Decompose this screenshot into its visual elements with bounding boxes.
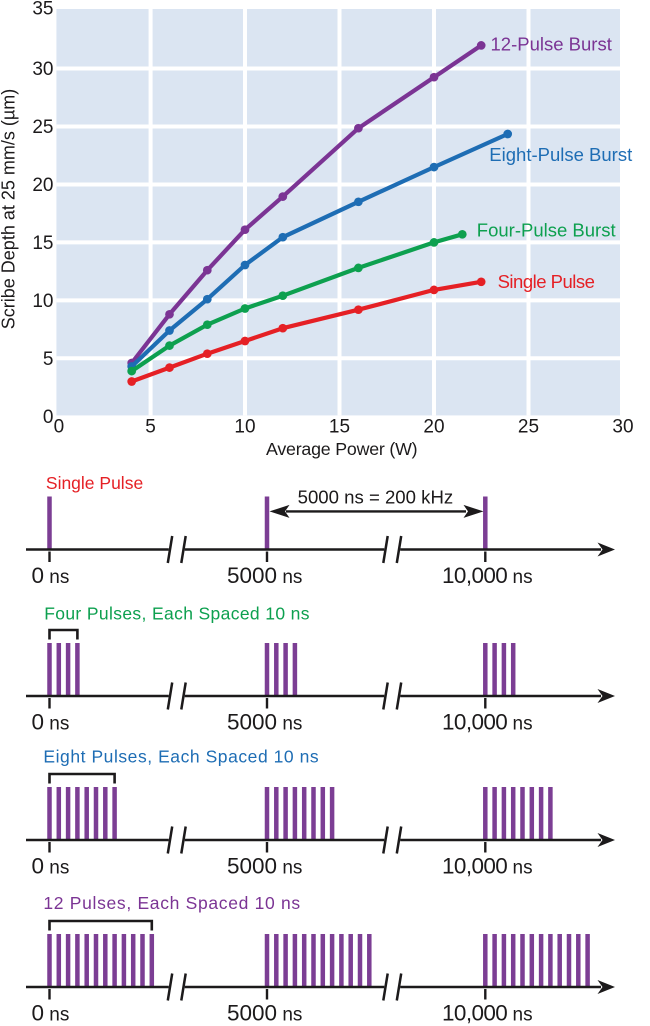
svg-text:0 ns: 0 ns: [32, 1000, 70, 1025]
svg-text:0 ns: 0 ns: [32, 853, 70, 878]
svg-text:35: 35: [32, 0, 53, 20]
svg-text:10,000 ns: 10,000 ns: [442, 853, 533, 878]
svg-text:10,000 ns: 10,000 ns: [442, 563, 533, 588]
svg-text:Single Pulse: Single Pulse: [46, 473, 143, 493]
svg-text:5000 ns: 5000 ns: [227, 853, 302, 878]
svg-text:5: 5: [145, 417, 156, 438]
svg-text:10,000 ns: 10,000 ns: [442, 1000, 533, 1025]
svg-text:10,000 ns: 10,000 ns: [442, 709, 533, 734]
svg-text:10: 10: [32, 291, 53, 312]
svg-text:15: 15: [32, 233, 53, 254]
svg-text:5000 ns: 5000 ns: [227, 1000, 302, 1025]
svg-text:Scribe Depth at 25 mm/s (µm): Scribe Depth at 25 mm/s (µm): [0, 89, 19, 329]
svg-text:30: 30: [612, 417, 633, 438]
svg-text:20: 20: [423, 417, 444, 438]
svg-text:0: 0: [43, 407, 54, 428]
svg-text:20: 20: [32, 175, 53, 196]
svg-text:5000 ns = 200 kHz: 5000 ns = 200 kHz: [298, 487, 454, 508]
svg-text:0 ns: 0 ns: [32, 709, 70, 734]
svg-text:30: 30: [32, 59, 53, 80]
svg-text:25: 25: [518, 417, 539, 438]
svg-text:Eight Pulses, Each Spaced 10 n: Eight Pulses, Each Spaced 10 ns: [43, 747, 319, 767]
svg-text:Eight-Pulse Burst: Eight-Pulse Burst: [489, 144, 632, 165]
svg-text:15: 15: [329, 417, 350, 438]
svg-text:5: 5: [43, 349, 54, 370]
svg-text:12-Pulse Burst: 12-Pulse Burst: [491, 34, 612, 55]
svg-text:0 ns: 0 ns: [32, 563, 70, 588]
svg-text:0: 0: [54, 417, 65, 438]
svg-text:25: 25: [32, 117, 53, 138]
svg-text:10: 10: [234, 417, 255, 438]
svg-text:Single Pulse: Single Pulse: [498, 271, 595, 292]
svg-text:5000 ns: 5000 ns: [227, 709, 302, 734]
svg-text:5000 ns: 5000 ns: [227, 563, 302, 588]
svg-text:12 Pulses, Each Spaced 10 ns: 12 Pulses, Each Spaced 10 ns: [43, 893, 300, 913]
svg-text:Average Power (W): Average Power (W): [266, 439, 417, 459]
svg-text:Four Pulses, Each Spaced 10 ns: Four Pulses, Each Spaced 10 ns: [44, 604, 310, 624]
svg-text:Four-Pulse Burst: Four-Pulse Burst: [477, 220, 616, 241]
